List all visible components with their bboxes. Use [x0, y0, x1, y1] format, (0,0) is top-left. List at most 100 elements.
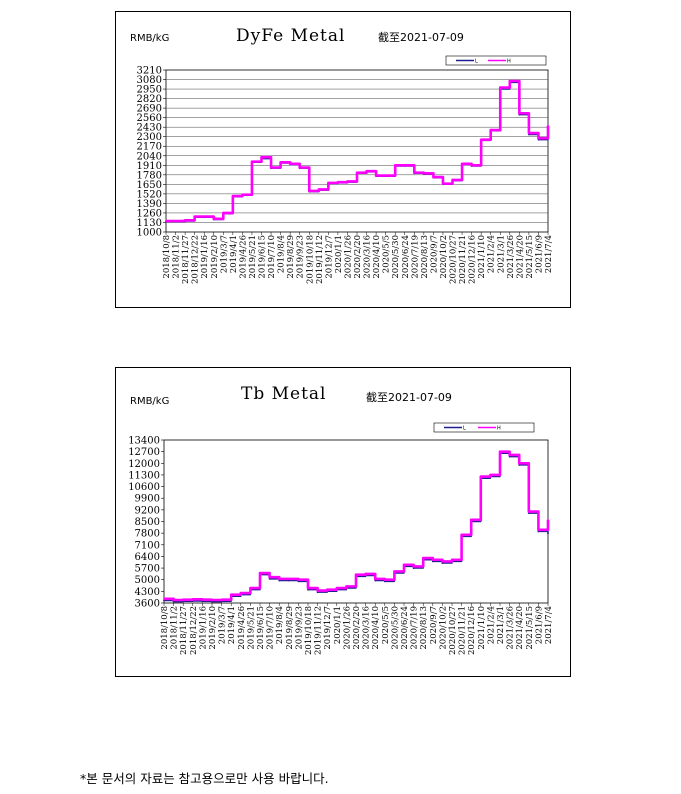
tb-xtick-label: 2018/10/8 [160, 606, 170, 650]
dyfe-series-h-point [298, 166, 301, 169]
tb-xtick-label: 2019/3/7 [218, 606, 228, 644]
dyfe-series-h-point [317, 188, 320, 191]
dyfe-xtick-label: 2019/8/29 [286, 235, 296, 279]
dyfe-series-h-point [413, 171, 416, 174]
dyfe-xtick-label: 2019/4/26 [238, 235, 248, 279]
dyfe-series-h-point [375, 174, 377, 177]
dyfe-series-h-point [193, 215, 196, 218]
dyfe-xtick-label: 2020/7/19 [410, 235, 420, 279]
tb-series-h-point [287, 577, 290, 580]
dyfe-ytick-label: 2040 [137, 151, 162, 162]
tb-series-h-point [537, 528, 540, 531]
dyfe-series-h-point [422, 172, 425, 175]
dyfe-xtick-label: 2019/4/1 [229, 235, 239, 273]
dyfe-xtick-label: 2020/5/30 [391, 235, 401, 279]
tb-ytick-label: 12700 [128, 447, 160, 458]
dyfe-xtick-label: 2019/11/12 [315, 235, 325, 284]
dyfe-xtick-label: 2020/4/10 [372, 235, 382, 279]
tb-xtick-label: 2020/6/24 [400, 606, 410, 650]
tb-ytick-label: 7100 [135, 540, 160, 551]
dyfe-xtick-label: 2020/1/26 [343, 235, 353, 279]
dyfe-series-h-point [537, 137, 540, 140]
tb-series-h-point [259, 572, 261, 574]
tb-xtick-label: 2019/11/12 [314, 606, 324, 655]
tb-xtick-label: 2020/5/30 [390, 606, 400, 650]
dyfe-xtick-label: 2020/10/2 [439, 235, 449, 279]
dyfe-series-h-point [337, 181, 339, 184]
dyfe-series-h-point [241, 193, 244, 196]
tb-series-h-point [393, 570, 396, 573]
tb-series-h-point [460, 533, 463, 536]
dyfe-xtick-label: 2021/2/4 [487, 235, 497, 273]
dyfe-series-h-point [203, 215, 206, 218]
tb-xtick-label: 2019/7/10 [266, 606, 276, 650]
tb-series-h-point [441, 560, 444, 563]
dyfe-xtick-label: 2020/10/27 [449, 235, 459, 284]
tb-ytick-label: 7800 [135, 529, 160, 540]
tb-xtick-label: 2019/1/16 [198, 606, 208, 650]
dyfe-ytick-label: 2170 [137, 142, 162, 153]
tb-series-h-point [316, 589, 319, 592]
dyfe-xtick-label: 2020/9/7 [429, 235, 439, 273]
tb-xtick-label: 2019/2/10 [208, 606, 218, 650]
dyfe-ytick-label: 2950 [137, 85, 162, 96]
tb-xtick-label: 2019/4/26 [237, 606, 247, 650]
tb-series-h-point [422, 557, 425, 559]
dyfe-xtick-label: 2020/2/20 [353, 235, 363, 279]
tb-xtick-label: 2021/7/4 [544, 606, 554, 644]
tb-xtick-label: 2019/9/23 [294, 606, 304, 650]
tb-series-l-point [547, 532, 549, 535]
dyfe-xtick-label: 2019/8/4 [277, 235, 287, 273]
dyfe-xtick-label: 2021/4/20 [515, 235, 525, 279]
tb-xtick-label: 2020/12/16 [467, 606, 477, 655]
tb-ytick-label: 5000 [135, 575, 160, 586]
dyfe-ytick-label: 1390 [137, 199, 162, 210]
dyfe-date-label: 截至2021-07-09 [378, 30, 464, 44]
dyfe-xtick-label: 2018/11/2 [172, 235, 182, 279]
dyfe-ytick-label: 3080 [137, 75, 162, 86]
dyfe-series-h-point [356, 171, 358, 174]
tb-series-h-point [547, 518, 549, 521]
dyfe-xtick-label: 2020/5/5 [382, 235, 392, 273]
dyfe-series-h-point [451, 179, 454, 181]
tb-xtick-label: 2021/3/1 [496, 606, 506, 644]
dyfe-series-h-point [289, 162, 292, 165]
dyfe-chart: RMB/kG DyFe Metal 截至2021-07-09 L H 10001… [130, 26, 554, 284]
tb-series-h-point [403, 563, 405, 566]
dyfe-xtick-label: 2019/12/7 [324, 235, 334, 279]
dyfe-ytick-label: 1260 [137, 208, 162, 219]
tb-series-h-point [163, 597, 165, 600]
tb-unit-label: RMB/kG [130, 396, 169, 407]
tb-series-h-point [499, 450, 501, 453]
tb-xtick-label: 2021/2/4 [486, 606, 496, 644]
dyfe-legend-label-h: H [507, 59, 511, 65]
dyfe-legend: L H [445, 55, 547, 66]
tb-series-h-point [431, 558, 434, 561]
dyfe-xtick-label: 2020/6/24 [401, 235, 411, 279]
tb-series-h-point [479, 475, 482, 478]
tb-xtick-label: 2019/5/21 [246, 606, 256, 650]
tb-series-h-point [326, 588, 329, 591]
tb-chart: RMB/kG Tb Metal 截至2021-07-09 L H 3600430… [128, 384, 554, 656]
dyfe-xtick-label: 2021/5/15 [525, 235, 535, 279]
tb-series-h-point [412, 565, 415, 568]
tb-ytick-label: 5700 [135, 564, 160, 575]
tb-series-h-point [527, 510, 530, 513]
tb-xtick-label: 2020/1/26 [342, 606, 352, 650]
dyfe-series-h-point [508, 80, 511, 82]
dyfe-series-h-point [403, 164, 406, 167]
tb-xtick-label: 2018/12/22 [189, 606, 199, 655]
tb-series-h-point [345, 585, 348, 588]
tb-plot-area: 3600430050005700640071007800850092009900… [128, 436, 554, 656]
dyfe-series-h-point [528, 132, 530, 134]
tb-series-h-point [239, 592, 242, 594]
dyfe-ytick-label: 3210 [137, 66, 162, 77]
dyfe-series-h-point [231, 195, 234, 197]
tb-ytick-label: 6400 [135, 552, 160, 563]
tb-series-h-point [470, 518, 473, 521]
tb-series-h-point [278, 577, 281, 580]
dyfe-ytick-label: 2560 [137, 113, 162, 124]
tb-ytick-label: 3600 [135, 599, 160, 610]
tb-series-h-point [172, 599, 175, 601]
dyfe-series-h-point [394, 164, 397, 167]
